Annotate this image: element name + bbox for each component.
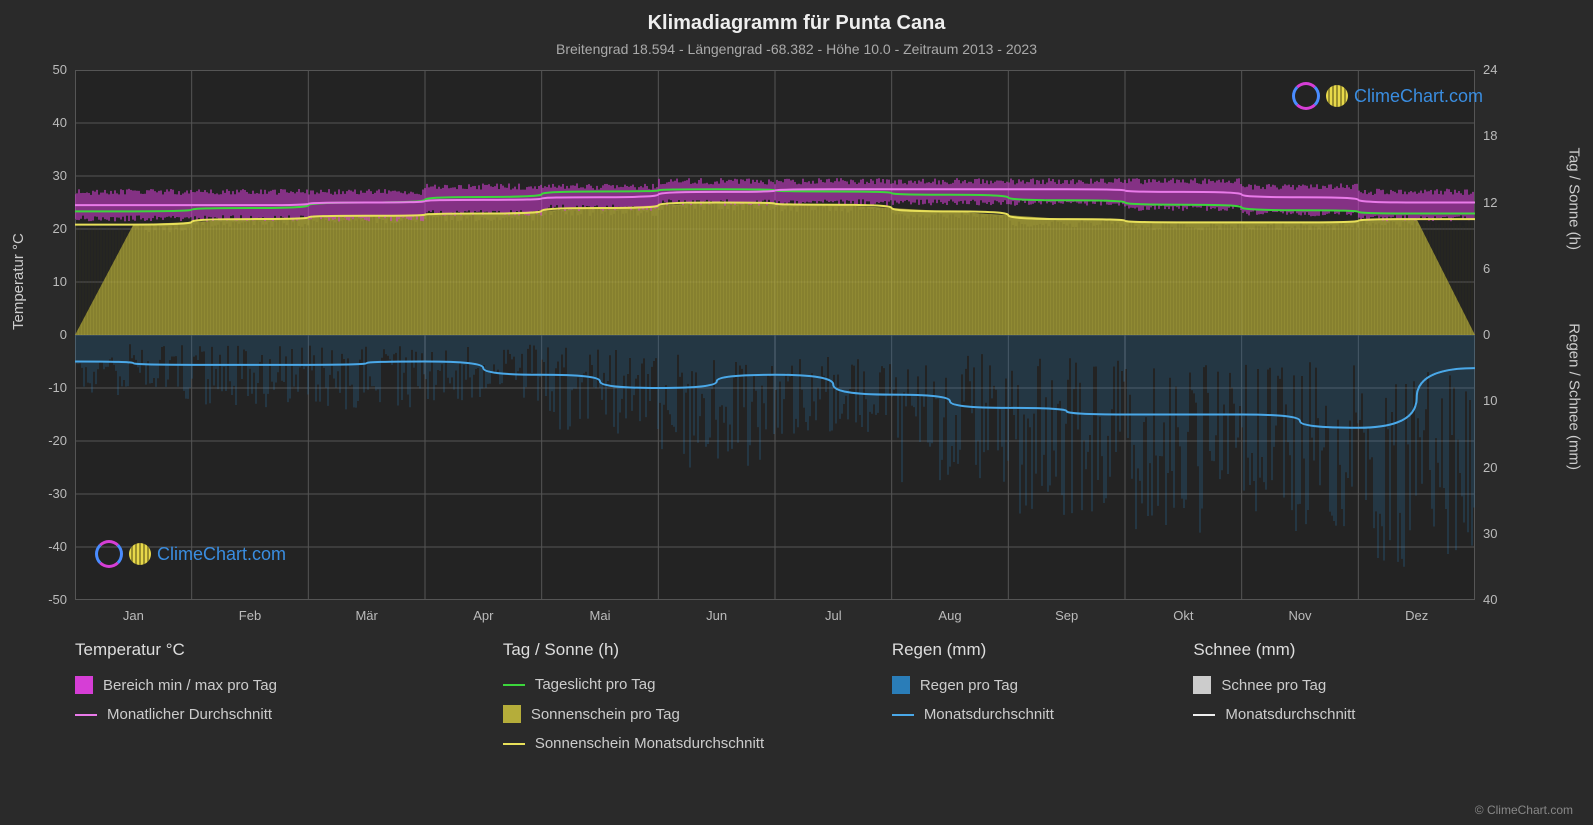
legend-line-icon <box>1193 714 1215 716</box>
tick-label: Jul <box>825 608 842 623</box>
brand-ring-icon <box>1292 82 1320 110</box>
right-axis-bottom-label: Regen / Schnee (mm) <box>1566 323 1583 470</box>
legend-swatch-icon <box>1193 676 1211 694</box>
legend-line-icon <box>503 743 525 745</box>
brand-sun-icon <box>129 543 151 565</box>
legend-label: Tageslicht pro Tag <box>535 676 656 693</box>
legend-label: Schnee pro Tag <box>1221 677 1326 694</box>
tick-label: 30 <box>1483 526 1497 541</box>
brand-logo-bottom: ClimeChart.com <box>95 540 286 568</box>
tick-label: Dez <box>1405 608 1428 623</box>
tick-label: Nov <box>1288 608 1311 623</box>
tick-label: 12 <box>1483 195 1497 210</box>
tick-label: 18 <box>1483 128 1497 143</box>
left-axis-label: Temperatur °C <box>10 233 27 330</box>
tick-label: 6 <box>1483 261 1490 276</box>
legend-item: Monatsdurchschnitt <box>892 706 1174 723</box>
tick-label: Sep <box>1055 608 1078 623</box>
tick-label: 40 <box>1483 592 1497 607</box>
legend-column: Regen (mm) Regen pro Tag Monatsdurchschnit… <box>892 640 1174 752</box>
legend-line-icon <box>503 684 525 686</box>
tick-label: 30 <box>53 168 67 183</box>
legend-header: Regen (mm) <box>892 640 1174 660</box>
tick-label: 40 <box>53 115 67 130</box>
tick-label: 20 <box>53 221 67 236</box>
tick-label: -50 <box>48 592 67 607</box>
legend-header: Temperatur °C <box>75 640 483 660</box>
legend-label: Sonnenschein Monatsdurchschnitt <box>535 735 764 752</box>
chart-subtitle: Breitengrad 18.594 - Längengrad -68.382 … <box>0 35 1593 57</box>
tick-label: Aug <box>938 608 961 623</box>
brand-ring-icon <box>95 540 123 568</box>
tick-label: Jun <box>706 608 727 623</box>
tick-label: -20 <box>48 433 67 448</box>
legend-swatch-icon <box>892 676 910 694</box>
tick-label: Mai <box>590 608 611 623</box>
legend-label: Monatlicher Durchschnitt <box>107 706 272 723</box>
tick-label: Okt <box>1173 608 1193 623</box>
legend-item: Schnee pro Tag <box>1193 676 1475 694</box>
legend-column: Tag / Sonne (h) Tageslicht pro Tag Sonnens… <box>503 640 872 752</box>
tick-label: -40 <box>48 539 67 554</box>
legend-item: Tageslicht pro Tag <box>503 676 872 693</box>
legend-item: Regen pro Tag <box>892 676 1174 694</box>
brand-text: ClimeChart.com <box>1354 86 1483 107</box>
tick-label: 10 <box>53 274 67 289</box>
brand-text: ClimeChart.com <box>157 544 286 565</box>
brand-logo-top: ClimeChart.com <box>1292 82 1483 110</box>
legend-column: Temperatur °C Bereich min / max pro Tag Mo… <box>75 640 483 752</box>
legend-item: Monatsdurchschnitt <box>1193 706 1475 723</box>
tick-label: 0 <box>1483 327 1490 342</box>
chart-svg <box>75 70 1475 600</box>
legend-swatch-icon <box>503 705 521 723</box>
tick-label: -30 <box>48 486 67 501</box>
tick-label: Feb <box>239 608 261 623</box>
legend: Temperatur °C Bereich min / max pro Tag Mo… <box>75 640 1475 752</box>
legend-item: Sonnenschein pro Tag <box>503 705 872 723</box>
legend-item: Bereich min / max pro Tag <box>75 676 483 694</box>
plot-area <box>75 70 1475 600</box>
tick-label: 50 <box>53 62 67 77</box>
brand-sun-icon <box>1326 85 1348 107</box>
legend-line-icon <box>75 714 97 716</box>
legend-column: Schnee (mm) Schnee pro Tag Monatsdurchschn… <box>1193 640 1475 752</box>
tick-label: 24 <box>1483 62 1497 77</box>
copyright: © ClimeChart.com <box>1475 803 1573 817</box>
tick-label: Mär <box>355 608 377 623</box>
legend-line-icon <box>892 714 914 716</box>
legend-swatch-icon <box>75 676 93 694</box>
legend-label: Bereich min / max pro Tag <box>103 677 277 694</box>
legend-label: Monatsdurchschnitt <box>1225 706 1355 723</box>
chart-container: Klimadiagramm für Punta Cana Breitengrad… <box>0 0 1593 825</box>
legend-item: Sonnenschein Monatsdurchschnitt <box>503 735 872 752</box>
tick-label: 20 <box>1483 460 1497 475</box>
legend-header: Schnee (mm) <box>1193 640 1475 660</box>
chart-title: Klimadiagramm für Punta Cana <box>0 0 1593 35</box>
legend-label: Regen pro Tag <box>920 677 1018 694</box>
tick-label: Jan <box>123 608 144 623</box>
legend-item: Monatlicher Durchschnitt <box>75 706 483 723</box>
tick-label: Apr <box>473 608 493 623</box>
right-axis-top-label: Tag / Sonne (h) <box>1566 147 1583 250</box>
tick-label: 10 <box>1483 393 1497 408</box>
legend-header: Tag / Sonne (h) <box>503 640 872 660</box>
legend-label: Monatsdurchschnitt <box>924 706 1054 723</box>
tick-label: -10 <box>48 380 67 395</box>
tick-label: 0 <box>60 327 67 342</box>
legend-label: Sonnenschein pro Tag <box>531 706 680 723</box>
